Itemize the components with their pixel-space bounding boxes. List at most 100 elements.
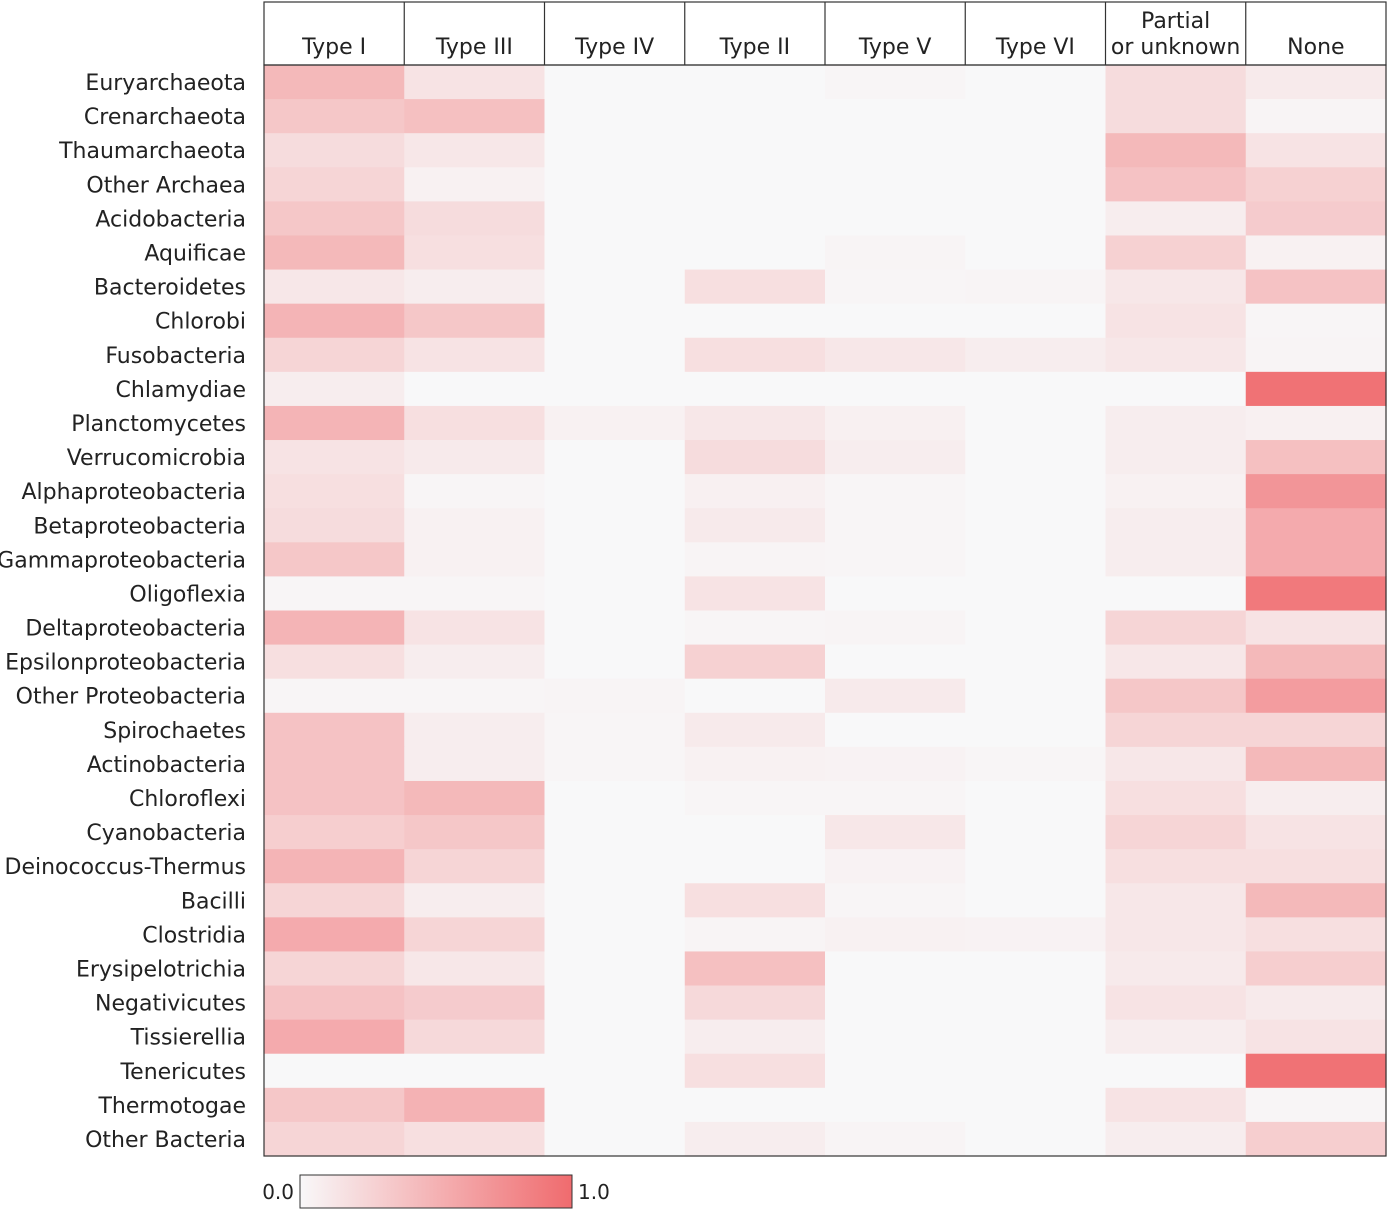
heatmap-cell [825, 883, 966, 918]
heatmap-cell [825, 167, 966, 202]
heatmap-cell [825, 405, 966, 441]
row-label: Chlorobi [155, 310, 246, 335]
row-label: Negativicutes [95, 992, 246, 1017]
heatmap-cell [684, 201, 826, 237]
row-label: Other Bacteria [85, 1128, 246, 1153]
heatmap-cell [965, 917, 1107, 953]
heatmap-cell [1245, 1121, 1387, 1157]
row-label: Epsilonproteobacteria [5, 651, 246, 676]
heatmap-cell [404, 678, 546, 714]
heatmap-cell [825, 508, 966, 543]
heatmap-cell [1105, 440, 1247, 475]
heatmap-cell [404, 474, 546, 509]
heatmap-cell [965, 474, 1107, 509]
heatmap-cell [825, 371, 966, 407]
heatmap-cell [1105, 883, 1247, 918]
heatmap-cell [684, 610, 826, 646]
heatmap-cell [1105, 849, 1247, 884]
heatmap-cell [965, 746, 1107, 782]
heatmap-cell [264, 1019, 405, 1055]
heatmap-cell [1105, 269, 1247, 305]
heatmap-cell [1245, 985, 1387, 1021]
heatmap-cell [404, 1019, 546, 1055]
heatmap-cell [965, 849, 1107, 884]
heatmap-cell [1105, 201, 1247, 237]
heatmap-cell [825, 1087, 966, 1123]
heatmap-cell [1245, 780, 1387, 816]
heatmap-cell [404, 610, 546, 646]
heatmap-cell [1245, 474, 1387, 509]
heatmap-cell [264, 985, 405, 1021]
heatmap-cell [544, 678, 686, 714]
heatmap-cell [1245, 576, 1387, 612]
heatmap-cell [965, 440, 1107, 475]
color-legend: 0.0 1.0 [262, 1174, 610, 1209]
heatmap-cell [264, 883, 405, 918]
heatmap-cell [684, 985, 826, 1021]
row-label: Thermotogae [97, 1094, 246, 1119]
heatmap-cell [1245, 371, 1387, 407]
heatmap-cell [684, 917, 826, 953]
heatmap-cell [825, 99, 966, 134]
row-label: Acidobacteria [95, 207, 246, 232]
heatmap-cell [404, 1087, 546, 1123]
heatmap-cell [684, 508, 826, 543]
heatmap-cell [684, 371, 826, 407]
heatmap-cell [1105, 542, 1247, 577]
heatmap-cell [825, 1121, 966, 1157]
heatmap-cell [684, 780, 826, 816]
column-labels: Type I Type III Type IV Type II Type V Type V… [301, 9, 1344, 60]
heatmap-cell [965, 1121, 1107, 1157]
heatmap-cell [264, 508, 405, 543]
heatmap-cell [544, 951, 686, 987]
heatmap-cell [264, 712, 405, 748]
color-legend-bar [299, 1174, 573, 1209]
heatmap-cell [1245, 644, 1387, 680]
heatmap-cell [684, 542, 826, 577]
heatmap-cell [404, 815, 546, 850]
heatmap-cell [1245, 167, 1387, 202]
heatmap-cell [404, 985, 546, 1021]
heatmap-cell [965, 780, 1107, 816]
heatmap-cell [1105, 746, 1247, 782]
heatmap-cell [1245, 337, 1387, 373]
heatmap-cell [544, 815, 686, 850]
row-label: Other Archaea [86, 173, 246, 198]
heatmap-cell [965, 508, 1107, 543]
heatmap-cell [264, 99, 405, 134]
heatmap-cell [544, 201, 686, 237]
heatmap-cell [825, 678, 966, 714]
heatmap-cell [1245, 405, 1387, 441]
heatmap-cell [684, 1087, 826, 1123]
row-label: Cyanobacteria [86, 821, 246, 846]
heatmap-cell [825, 235, 966, 271]
heatmap-cell [825, 712, 966, 748]
heatmap-cell [1245, 440, 1387, 475]
heatmap-cell [1245, 917, 1387, 953]
heatmap-cell [544, 440, 686, 475]
heatmap-cell [1105, 985, 1247, 1021]
heatmap-cell [264, 474, 405, 509]
heatmap-cell [544, 542, 686, 577]
heatmap-border [263, 64, 1387, 1157]
heatmap-cell [264, 849, 405, 884]
heatmap-cell [965, 235, 1107, 271]
heatmap-cells [264, 65, 1387, 1157]
heatmap-cell [544, 167, 686, 202]
heatmap-cell [684, 99, 826, 134]
heatmap-cell [404, 269, 546, 305]
heatmap-cell [404, 508, 546, 543]
heatmap-cell [1105, 337, 1247, 373]
heatmap-cell [264, 167, 405, 202]
heatmap-cell [1245, 1087, 1387, 1123]
heatmap-cell [404, 883, 546, 918]
heatmap-cell [404, 440, 546, 475]
column-label: Type II [719, 35, 791, 60]
column-label: Type I [301, 35, 366, 60]
heatmap-cell [1245, 269, 1387, 305]
heatmap-cell [684, 849, 826, 884]
heatmap-cell [965, 303, 1107, 339]
row-label: Tissierellia [130, 1026, 246, 1051]
heatmap-cell [825, 201, 966, 237]
heatmap-cell [544, 849, 686, 884]
